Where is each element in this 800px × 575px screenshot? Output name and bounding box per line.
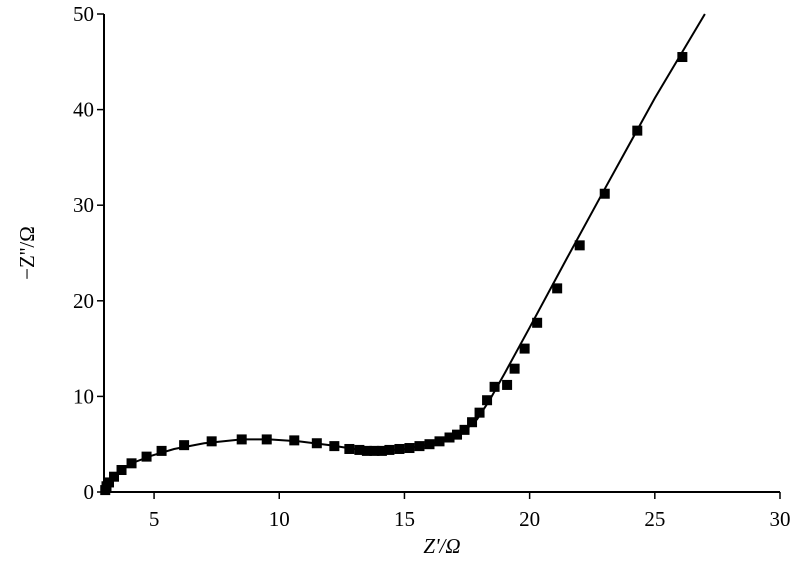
data-point <box>206 436 217 447</box>
data-point <box>599 188 610 199</box>
y-axis-label: −Z''/Ω <box>15 226 39 280</box>
fit-line <box>103 13 706 493</box>
data-point <box>482 395 493 406</box>
data-point <box>179 440 190 451</box>
y-tick-label: 40 <box>73 98 94 122</box>
data-point <box>509 363 520 374</box>
x-tick-label: 5 <box>149 507 160 531</box>
data-point <box>467 417 478 428</box>
y-tick-label: 20 <box>73 289 94 313</box>
data-point <box>677 52 688 63</box>
x-axis-label: Z'/Ω <box>423 534 460 558</box>
x-tick-label: 10 <box>269 507 290 531</box>
data-point <box>574 240 585 251</box>
y-tick-label: 50 <box>73 2 94 26</box>
data-point <box>519 343 530 354</box>
data-point <box>156 445 167 456</box>
x-tick-label: 30 <box>770 507 791 531</box>
data-point <box>552 283 563 294</box>
x-tick-label: 25 <box>644 507 665 531</box>
data-point <box>502 379 513 390</box>
y-tick-label: 0 <box>84 480 95 504</box>
x-tick-label: 15 <box>394 507 415 531</box>
x-tick-label: 20 <box>519 507 540 531</box>
y-tick-label: 10 <box>73 384 94 408</box>
data-point <box>474 407 485 418</box>
y-tick-label: 30 <box>73 193 94 217</box>
data-point <box>532 317 543 328</box>
data-point <box>489 381 500 392</box>
